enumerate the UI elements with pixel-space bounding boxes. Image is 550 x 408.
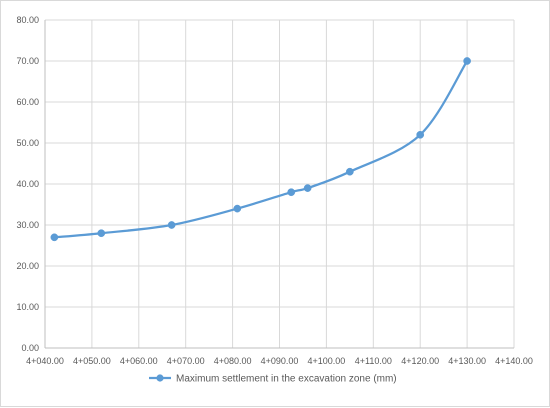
legend-marker [156,374,164,382]
data-point [167,221,176,229]
data-point [346,167,354,176]
x-tick-label: 4+070.00 [167,356,205,366]
gridlines [45,19,515,348]
x-tick-label: 4+120.00 [401,356,439,366]
y-tick-label: 70.00 [16,56,39,66]
tick-labels: 0.00 10.00 20.00 30.00 40.00 50.00 60.00 70.00 8… [16,15,532,366]
x-tick-label: 4+110.00 [355,356,392,366]
data-point [303,184,312,192]
data-point [97,229,106,238]
x-tick-label: 4+080.00 [214,356,252,366]
data-point [233,204,242,213]
x-tick-label: 4+040.00 [26,356,64,366]
x-tick-label: 4+050.00 [73,356,111,366]
y-tick-label: 50.00 [16,138,39,148]
x-tick-label: 4+100.00 [308,356,346,366]
y-tick-label: 0.00 [21,343,39,353]
x-tick-label: 4+130.00 [448,356,486,366]
series-layer [50,57,471,242]
data-point [287,188,296,197]
series-line [53,59,469,239]
axes [44,20,514,349]
legend: Maximum settlement in the excavation zon… [149,374,397,385]
x-tick-label: 4+090.00 [261,356,299,366]
y-tick-label: 10.00 [16,302,39,312]
data-point [416,130,425,139]
legend-label: Maximum settlement in the excavation zon… [176,374,397,385]
x-tick-label: 4+060.00 [120,356,158,366]
y-tick-label: 60.00 [16,97,39,107]
y-tick-label: 80.00 [16,15,39,25]
y-tick-label: 30.00 [16,220,39,230]
y-tick-label: 20.00 [16,261,39,271]
data-point [50,233,59,242]
data-point [463,57,471,65]
y-tick-label: 40.00 [16,179,39,189]
x-tick-label: 4+140.00 [495,356,533,366]
